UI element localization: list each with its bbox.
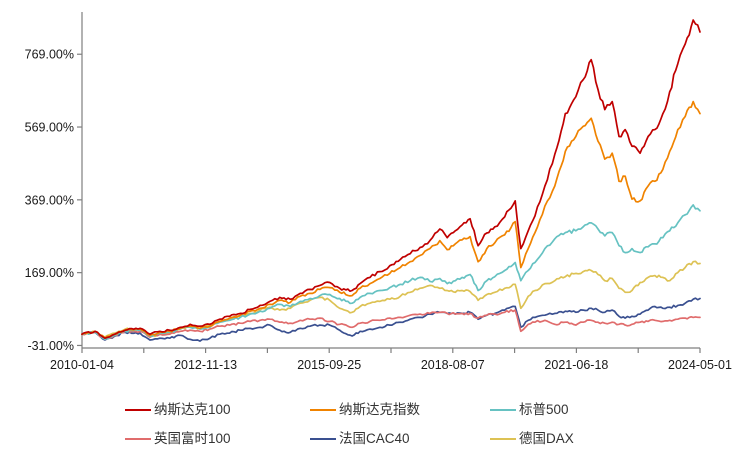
series-line-nasdaq100 [81,19,701,340]
x-tick-label: 2010-01-04 [50,358,114,372]
y-tick-label: 569.00% [25,121,74,135]
legend-label-nasdaq100: 纳斯达克100 [154,402,231,417]
legend-label-ftse100: 英国富时100 [154,431,231,446]
series-line-ftse100 [81,309,701,341]
legend-swatch-sp500 [490,408,516,412]
y-tick-label: 369.00% [25,193,74,207]
legend-item-dax: 德国DAX [490,431,574,447]
y-tick-label: 769.00% [25,48,74,62]
legend-label-cac40: 法国CAC40 [339,431,410,446]
legend-item-nasdaq-composite: 纳斯达克指数 [310,402,420,418]
x-tick-label: 2018-08-07 [421,358,485,372]
legend-swatch-ftse100 [125,437,151,441]
series-line-cac40 [81,297,701,342]
y-tick-label: 169.00% [25,266,74,280]
y-tick-label: -31.00% [27,339,74,353]
legend-label-sp500: 标普500 [519,402,569,417]
x-tick-label: 2021-06-18 [544,358,608,372]
legend-swatch-nasdaq100 [125,408,151,412]
legend-item-cac40: 法国CAC40 [310,431,410,447]
legend-label-dax: 德国DAX [519,431,574,446]
legend-label-nasdaq-composite: 纳斯达克指数 [339,402,420,417]
legend-item-nasdaq100: 纳斯达克100 [125,402,231,418]
legend-item-sp500: 标普500 [490,402,569,418]
legend-item-ftse100: 英国富时100 [125,431,231,447]
performance-chart: -31.00% 169.00% 369.00% 569.00% 769.00% 2010-… [25,12,732,372]
legend-swatch-dax [490,437,516,441]
x-tick-label: 2015-09-25 [297,358,361,372]
legend-swatch-nasdaq-composite [310,408,336,412]
legend-swatch-cac40 [310,437,336,441]
series-line-nasdaq-composite [81,100,701,340]
series-line-dax [81,260,701,338]
x-tick-label: 2024-05-01 [668,358,732,372]
x-tick-label: 2012-11-13 [174,358,237,372]
